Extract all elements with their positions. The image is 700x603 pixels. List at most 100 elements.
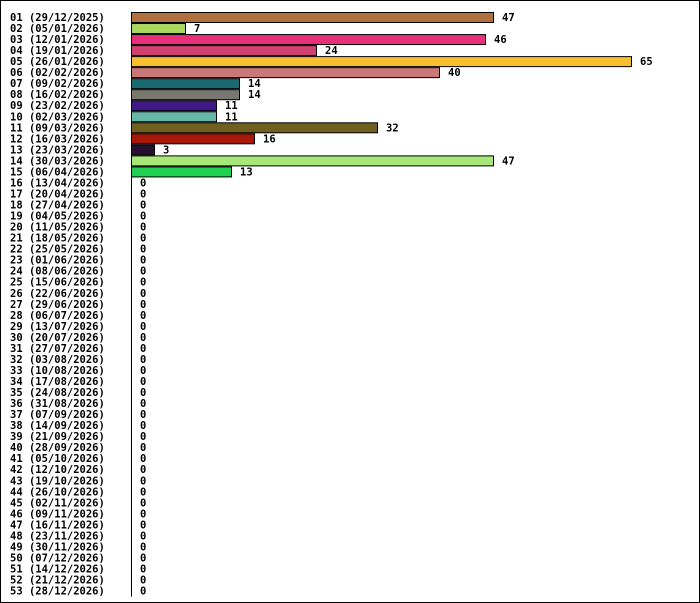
bar bbox=[131, 100, 217, 112]
value-label: 0 bbox=[140, 519, 146, 531]
category-label: 42 (12/10/2026) bbox=[10, 464, 105, 476]
value-label: 0 bbox=[140, 266, 146, 278]
value-label: 0 bbox=[140, 244, 146, 256]
value-label: 11 bbox=[225, 111, 238, 123]
value-label: 14 bbox=[248, 78, 261, 90]
bar bbox=[131, 34, 486, 46]
value-label: 0 bbox=[140, 365, 146, 377]
category-label: 35 (24/08/2026) bbox=[10, 387, 105, 399]
category-label: 07 (09/02/2026) bbox=[10, 78, 105, 90]
bar bbox=[131, 155, 494, 167]
category-label: 34 (17/08/2026) bbox=[10, 376, 105, 388]
category-label: 44 (26/10/2026) bbox=[10, 486, 105, 498]
category-label: 01 (29/12/2025) bbox=[10, 12, 105, 24]
category-label: 22 (25/05/2026) bbox=[10, 244, 105, 256]
category-label: 03 (12/01/2026) bbox=[10, 34, 105, 46]
category-label: 15 (06/04/2026) bbox=[10, 166, 105, 178]
value-label: 47 bbox=[502, 12, 515, 24]
category-label: 36 (31/08/2026) bbox=[10, 398, 105, 410]
value-label: 0 bbox=[140, 233, 146, 245]
bar bbox=[131, 23, 186, 35]
category-label: 53 (28/12/2026) bbox=[10, 586, 105, 598]
category-label: 50 (07/12/2026) bbox=[10, 552, 105, 564]
value-label: 0 bbox=[140, 420, 146, 432]
category-label: 20 (11/05/2026) bbox=[10, 222, 105, 234]
bar bbox=[131, 133, 255, 145]
value-label: 0 bbox=[140, 431, 146, 443]
category-label: 28 (06/07/2026) bbox=[10, 310, 105, 322]
value-label: 0 bbox=[140, 497, 146, 509]
bar bbox=[131, 166, 232, 178]
value-label: 0 bbox=[140, 541, 146, 553]
category-label: 48 (23/11/2026) bbox=[10, 530, 105, 542]
category-label: 27 (29/06/2026) bbox=[10, 299, 105, 311]
value-label: 47 bbox=[502, 155, 515, 167]
category-label: 02 (05/01/2026) bbox=[10, 23, 105, 35]
value-label: 0 bbox=[140, 575, 146, 587]
category-label: 24 (08/06/2026) bbox=[10, 266, 105, 278]
category-label: 19 (04/05/2026) bbox=[10, 211, 105, 223]
value-label: 0 bbox=[140, 288, 146, 300]
value-label: 0 bbox=[140, 211, 146, 223]
category-label: 31 (27/07/2026) bbox=[10, 343, 105, 355]
category-label: 11 (09/03/2026) bbox=[10, 122, 105, 134]
value-label: 0 bbox=[140, 343, 146, 355]
category-label: 10 (02/03/2026) bbox=[10, 111, 105, 123]
value-label: 0 bbox=[140, 464, 146, 476]
category-label: 51 (14/12/2026) bbox=[10, 564, 105, 576]
category-label: 32 (03/08/2026) bbox=[10, 354, 105, 366]
value-label: 0 bbox=[140, 586, 146, 598]
bar bbox=[131, 67, 440, 79]
value-label: 7 bbox=[194, 23, 200, 35]
value-label: 0 bbox=[140, 376, 146, 388]
category-label: 39 (21/09/2026) bbox=[10, 431, 105, 443]
category-label: 52 (21/12/2026) bbox=[10, 575, 105, 587]
category-label: 16 (13/04/2026) bbox=[10, 177, 105, 189]
value-label: 0 bbox=[140, 310, 146, 322]
category-label: 41 (05/10/2026) bbox=[10, 453, 105, 465]
value-label: 0 bbox=[140, 453, 146, 465]
value-label: 24 bbox=[325, 45, 338, 57]
category-label: 37 (07/09/2026) bbox=[10, 409, 105, 421]
category-label: 17 (20/04/2026) bbox=[10, 188, 105, 200]
category-label: 14 (30/03/2026) bbox=[10, 155, 105, 167]
bar bbox=[131, 45, 317, 57]
value-label: 0 bbox=[140, 255, 146, 267]
bars-layer: 01 (29/12/2025) 47 02 (05/01/2026) 7 03 (12/… bbox=[10, 12, 653, 598]
category-label: 25 (15/06/2026) bbox=[10, 277, 105, 289]
value-label: 13 bbox=[240, 166, 253, 178]
value-label: 0 bbox=[140, 200, 146, 212]
category-label: 43 (19/10/2026) bbox=[10, 475, 105, 487]
category-label: 23 (01/06/2026) bbox=[10, 255, 105, 267]
value-label: 0 bbox=[140, 564, 146, 576]
bar bbox=[131, 111, 217, 123]
bar bbox=[131, 12, 494, 23]
category-label: 30 (20/07/2026) bbox=[10, 332, 105, 344]
bar bbox=[131, 122, 378, 134]
category-label: 18 (27/04/2026) bbox=[10, 200, 105, 212]
value-label: 0 bbox=[140, 277, 146, 289]
value-label: 65 bbox=[640, 56, 653, 68]
value-label: 0 bbox=[140, 222, 146, 234]
category-label: 06 (02/02/2026) bbox=[10, 67, 105, 79]
category-label: 47 (16/11/2026) bbox=[10, 519, 105, 531]
category-label: 04 (19/01/2026) bbox=[10, 45, 105, 57]
value-label: 40 bbox=[448, 67, 461, 79]
value-label: 0 bbox=[140, 409, 146, 421]
value-label: 0 bbox=[140, 387, 146, 399]
category-label: 40 (28/09/2026) bbox=[10, 442, 105, 454]
value-label: 3 bbox=[163, 144, 169, 156]
category-label: 13 (23/03/2026) bbox=[10, 144, 105, 156]
value-label: 0 bbox=[140, 398, 146, 410]
value-label: 0 bbox=[140, 321, 146, 333]
category-label: 21 (18/05/2026) bbox=[10, 233, 105, 245]
category-label: 26 (22/06/2026) bbox=[10, 288, 105, 300]
value-label: 0 bbox=[140, 530, 146, 542]
category-label: 49 (30/11/2026) bbox=[10, 541, 105, 553]
category-label: 38 (14/09/2026) bbox=[10, 420, 105, 432]
value-label: 0 bbox=[140, 177, 146, 189]
category-label: 33 (10/08/2026) bbox=[10, 365, 105, 377]
category-label: 45 (02/11/2026) bbox=[10, 497, 105, 509]
